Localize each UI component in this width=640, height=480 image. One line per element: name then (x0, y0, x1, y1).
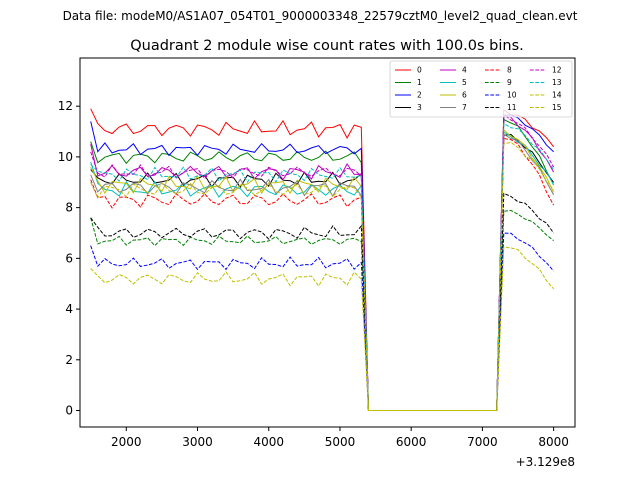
x-tick-label: 2000 (111, 435, 142, 449)
series-line-14 (90, 246, 554, 411)
legend-label: 2 (417, 91, 422, 100)
legend-label: 13 (552, 78, 562, 87)
x-tick-label: 7000 (467, 435, 498, 449)
legend-label: 15 (552, 103, 562, 112)
legend-label: 14 (552, 91, 562, 100)
series-line-15 (90, 141, 554, 411)
axes-frame (79, 57, 576, 428)
legend-label: 3 (417, 103, 422, 112)
x-tick-label: 3000 (182, 435, 213, 449)
x-tick-label: 8000 (538, 435, 569, 449)
legend-label: 1 (417, 78, 422, 87)
legend-label: 12 (552, 66, 562, 75)
y-tick-label: 10 (58, 150, 73, 164)
y-tick-label: 0 (65, 404, 73, 418)
series-line-11 (90, 192, 555, 411)
x-offset-label: +3.129e8 (516, 455, 575, 469)
y-tick-label: 12 (58, 99, 73, 113)
legend-label: 5 (462, 78, 467, 87)
legend-label: 8 (507, 66, 512, 75)
legend-label: 0 (417, 66, 422, 75)
x-axis: 2000 3000 4000 5000 6000 7000 8000 (111, 427, 569, 449)
y-axis: 0 2 4 6 8 10 12 (58, 99, 80, 418)
chart-title: Quadrant 2 module wise count rates with … (130, 38, 524, 54)
legend-label: 11 (507, 103, 517, 112)
legend-label: 6 (462, 91, 467, 100)
plot-area (90, 108, 555, 411)
legend-label: 10 (507, 91, 517, 100)
y-tick-label: 8 (65, 201, 73, 215)
y-tick-label: 6 (65, 251, 73, 265)
x-tick-label: 4000 (253, 435, 284, 449)
legend-label: 9 (507, 78, 512, 87)
legend-label: 7 (462, 103, 467, 112)
series-line-12 (90, 113, 555, 411)
legend-frame (389, 60, 573, 118)
series-line-8 (90, 138, 555, 411)
x-tick-label: 6000 (396, 435, 427, 449)
x-tick-label: 5000 (325, 435, 356, 449)
chart-suptitle: Data file: modeM0/AS1A07_054T01_90000033… (63, 9, 578, 23)
legend-label: 4 (462, 66, 467, 75)
y-tick-label: 4 (65, 302, 73, 316)
y-tick-label: 2 (65, 353, 73, 367)
